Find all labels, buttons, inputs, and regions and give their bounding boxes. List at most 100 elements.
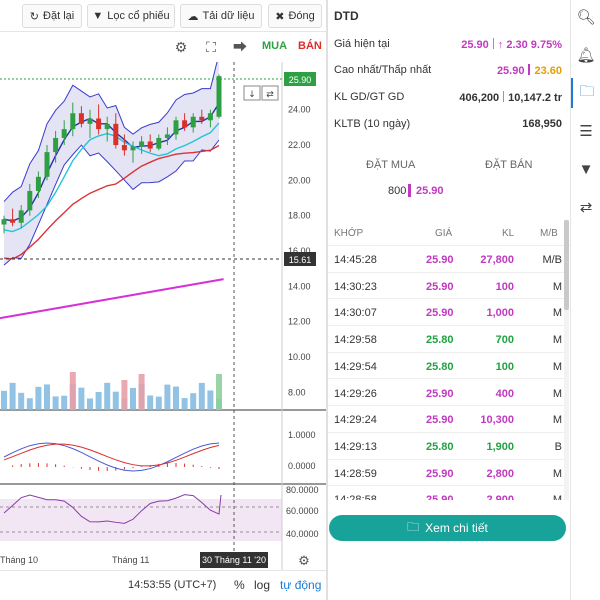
stock-chart[interactable]: ↓ ⇄ 24.00 22.00 20.00 18.00 16.00 14.00 12.00 1… [0, 62, 326, 570]
volume-label: KL GD/GT GD [334, 91, 405, 103]
load-label: Tải dữ liệu [202, 10, 255, 22]
auto-scale-toggle[interactable]: tự động [280, 578, 322, 592]
fullscreen-icon[interactable]: ⛶ [206, 38, 216, 55]
high-value: 25.90 [496, 65, 525, 77]
ma-long [0, 278, 224, 320]
bell-icon[interactable]: 🔔︎ [576, 47, 596, 64]
macd-tick-label: 0.0000 [288, 461, 316, 471]
trade-volume: 10,300 [480, 414, 514, 427]
volume-bar [95, 391, 102, 410]
stock-filter-button[interactable]: ▼ Lọc cổ phiếu [87, 4, 175, 28]
volume-value: 406,200 [459, 92, 500, 104]
rsi-indicator [3, 494, 222, 524]
candle-body [207, 113, 213, 121]
bollinger-bands [3, 62, 220, 266]
high-low-row: Cao nhất/Thấp nhất 25.90 23.60 [334, 64, 562, 80]
sell-button[interactable]: BÁN [298, 40, 322, 52]
view-detail-button[interactable]: 🗀 Xem chi tiết [329, 515, 566, 541]
candle-body [61, 129, 67, 138]
price-tick-label: 10.00 [288, 352, 311, 362]
candle-body [113, 123, 119, 146]
trade-price: 25.80 [426, 334, 454, 347]
scrollbar-thumb[interactable] [564, 220, 569, 310]
panel-divider[interactable] [326, 0, 328, 600]
reset-button[interactable]: ↻ Đặt lại [22, 4, 82, 28]
trade-row: 14:28:58 25.90 2,900 M [328, 486, 564, 500]
low-value: 23.60 [534, 65, 562, 77]
trade-list[interactable]: 14:45:28 25.90 27,800 M/B 14:30:23 25.90 100 M 1… [328, 246, 564, 500]
right-icon-bar: 🔍︎ 🔔︎ 🗀 ☰ ▼ ⇄ [570, 0, 600, 600]
trade-price: 25.80 [426, 440, 454, 453]
candle-body [130, 146, 136, 151]
trade-time: 14:28:59 [334, 467, 377, 480]
volume-bar [181, 398, 188, 410]
trade-time: 14:29:58 [334, 334, 377, 347]
price-tick-label: 20.00 [288, 175, 311, 185]
svg-text:⇄: ⇄ [266, 90, 274, 100]
bollinger-fill [4, 62, 219, 266]
search-icon[interactable]: 🔍︎ [576, 9, 596, 26]
volume-bar [18, 392, 25, 410]
current-price-row: Giá hiện tại 25.90 ↑ 2.30 9.75% [334, 38, 562, 54]
price-axis: 24.00 22.00 20.00 18.00 16.00 14.00 12.00 10.00… [286, 105, 319, 539]
volume-bar [87, 398, 93, 410]
filter-icon: ▼ [92, 10, 104, 22]
list-icon[interactable]: ☰ [579, 123, 593, 140]
trade-price: 25.90 [426, 467, 454, 480]
trade-volume: 1,900 [486, 440, 514, 453]
crosshair-date-tag [200, 552, 268, 568]
trade-side: M [552, 307, 562, 320]
bollinger-lower [3, 139, 220, 266]
trade-row: 14:28:59 25.90 2,800 M [328, 460, 564, 487]
reset-zoom-icon[interactable] [261, 85, 279, 101]
log-scale-toggle[interactable]: log [254, 578, 271, 592]
trade-price: 25.90 [426, 494, 454, 500]
orderbook-buy-header: ĐẶT MUA [366, 159, 416, 171]
candle-body [18, 210, 24, 223]
volume-bar [35, 386, 42, 410]
buy-button[interactable]: MUA [262, 40, 288, 52]
chart-settings-icon[interactable]: ⚙ [298, 554, 310, 569]
gear-icon[interactable]: ⚙ [174, 38, 188, 55]
candle-body [53, 137, 59, 153]
trade-time: 14:29:13 [334, 440, 377, 453]
share-icon[interactable]: ⮕ [233, 39, 247, 55]
swap-icon[interactable]: ⇄ [579, 199, 593, 216]
filter-label: Lọc cổ phiếu [107, 10, 170, 22]
trade-list-scrollbar[interactable] [564, 220, 569, 500]
chart-toolbar: ↻ Đặt lại ▼ Lọc cổ phiếu ☁ Tải dữ liệu ✖… [0, 0, 326, 32]
volume-bar [44, 384, 50, 410]
ma-medium [3, 122, 220, 233]
rsi-band [0, 499, 282, 541]
last-price-tag [284, 72, 316, 86]
candle-body [27, 190, 33, 211]
filter-icon[interactable]: ▼ [578, 160, 594, 178]
volume-bar-highlight [69, 372, 76, 410]
view-detail-label: Xem chi tiết [425, 521, 488, 535]
candle-body [96, 118, 102, 130]
folder-icon[interactable]: 🗀 [571, 78, 600, 108]
close-icon: ✖ [275, 10, 285, 23]
candle-body [173, 120, 179, 135]
trade-price: 25.90 [426, 307, 454, 320]
percent-scale-toggle[interactable]: % [234, 578, 245, 592]
volume-bar [104, 382, 111, 410]
load-data-button[interactable]: ☁ Tải dữ liệu [180, 4, 262, 28]
current-price-value: 25.90 [461, 39, 489, 51]
close-label: Đóng [288, 10, 315, 22]
trade-side: M [552, 467, 562, 480]
candle-body [87, 118, 93, 124]
trades-header-price: GIÁ [435, 228, 453, 239]
trade-time: 14:29:54 [334, 360, 377, 373]
candle-body [182, 120, 188, 128]
candle-body [104, 123, 110, 130]
candle-body [190, 116, 196, 128]
scroll-down-icon[interactable] [243, 85, 261, 101]
trade-row: 14:29:24 25.90 10,300 M [328, 406, 564, 433]
close-button[interactable]: ✖ Đóng [268, 4, 322, 28]
candle-body [156, 137, 162, 149]
avg-volume-value: 168,950 [522, 118, 562, 130]
volume-bars [1, 372, 222, 410]
chart-bottom-bar: 14:53:55 (UTC+7) % log tự động [0, 570, 326, 600]
x-label-nov: Tháng 11 [112, 555, 149, 565]
